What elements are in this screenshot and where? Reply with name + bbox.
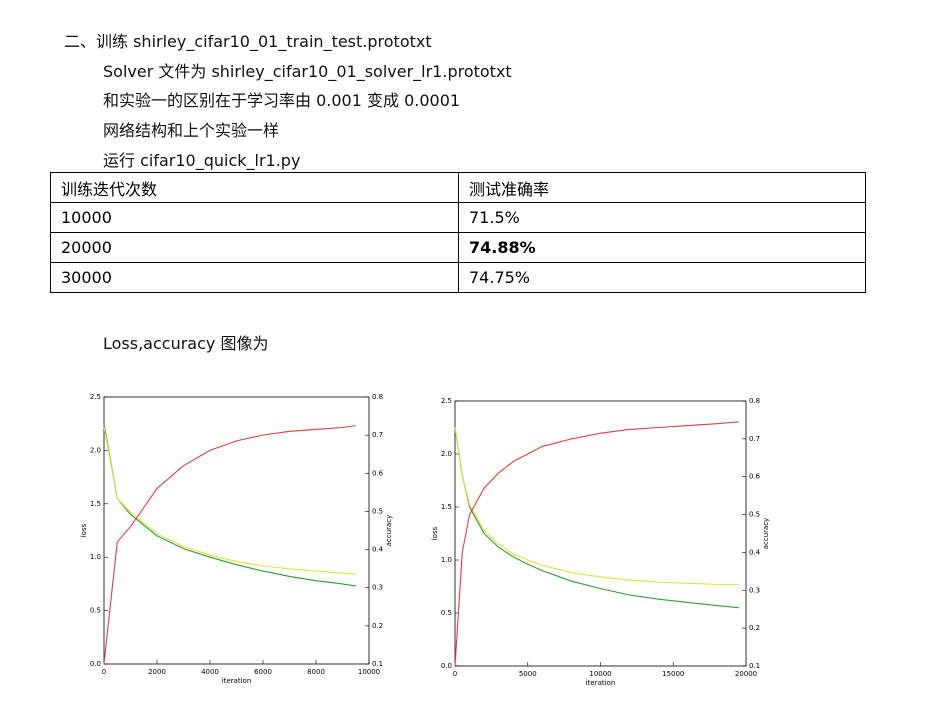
header-cell: 测试准确率 <box>458 172 866 203</box>
series-line <box>454 421 739 667</box>
y-tick-label: 1.5 <box>90 500 101 508</box>
y-tick-label: 1.0 <box>90 553 101 561</box>
series-line <box>103 423 356 587</box>
cell: 20000 <box>50 232 459 263</box>
text-line: 网络结构和上个实验一样 <box>103 121 280 140</box>
x-tick-label: 10000 <box>358 668 380 676</box>
series-line <box>103 425 356 665</box>
cell: 74.75% <box>458 262 866 293</box>
y-axis-label: loss <box>80 523 88 537</box>
y2-tick-label: 0.6 <box>372 469 384 477</box>
x-tick-label: 15000 <box>662 670 684 678</box>
y2-tick-label: 0.5 <box>749 511 760 519</box>
y2-tick-label: 0.8 <box>372 393 383 401</box>
x-tick-label: 10000 <box>589 670 611 678</box>
x-tick-label: 8000 <box>307 668 325 676</box>
y2-tick-label: 0.1 <box>372 660 383 668</box>
y2-tick-label: 0.1 <box>749 662 760 670</box>
series-line <box>103 426 356 575</box>
y2-tick-label: 0.4 <box>749 548 761 556</box>
y2-tick-label: 0.2 <box>749 624 760 632</box>
y-tick-label: 2.0 <box>90 446 101 454</box>
y-tick-label: 0.5 <box>441 609 452 617</box>
cell: 71.5% <box>458 202 866 233</box>
y-tick-label: 2.5 <box>441 397 452 405</box>
y2-tick-label: 0.2 <box>372 622 383 630</box>
y2-tick-label: 0.4 <box>372 546 384 554</box>
y2-tick-label: 0.7 <box>372 431 383 439</box>
y2-tick-label: 0.3 <box>372 584 383 592</box>
heading: 二、训练 shirley_cifar10_01_train_test.proto… <box>64 32 432 51</box>
x-tick-label: 2000 <box>148 668 166 676</box>
y2-axis-label: accuracy <box>385 515 393 547</box>
series-line <box>454 427 739 609</box>
y2-tick-label: 0.8 <box>749 397 760 405</box>
y-axis-label: loss <box>431 526 439 540</box>
header-cell: 训练迭代次数 <box>50 172 459 203</box>
x-axis-label: iteration <box>586 679 616 687</box>
series-line <box>454 427 739 585</box>
results-table: 训练迭代次数 测试准确率 10000 71.5% 20000 74.88% 30000… <box>50 172 866 293</box>
plot-frame <box>454 400 747 667</box>
y-tick-label: 0.0 <box>441 662 452 670</box>
x-tick-label: 5000 <box>519 670 537 678</box>
x-axis-label: iteration <box>222 677 252 685</box>
text-line: Solver 文件为 shirley_cifar10_01_solver_lr1… <box>103 62 512 81</box>
x-tick-label: 6000 <box>254 668 272 676</box>
text-line: 和实验一的区别在于学习率由 0.001 变成 0.0001 <box>103 91 461 110</box>
y2-tick-label: 0.6 <box>749 473 761 481</box>
cell: 30000 <box>50 262 459 293</box>
y2-tick-label: 0.7 <box>749 435 760 443</box>
y-tick-label: 1.5 <box>441 503 452 511</box>
y-tick-label: 0.0 <box>90 660 101 668</box>
y-tick-label: 0.5 <box>90 607 101 615</box>
y2-tick-label: 0.5 <box>372 507 383 515</box>
y-tick-label: 1.0 <box>441 556 452 564</box>
y-tick-label: 2.5 <box>90 393 101 401</box>
caption: Loss,accuracy 图像为 <box>103 334 269 353</box>
text-line: 运行 cifar10_quick_lr1.py <box>103 151 301 170</box>
plot-frame <box>103 396 370 665</box>
x-tick-label: 0 <box>102 668 106 676</box>
y2-tick-label: 0.3 <box>749 586 760 594</box>
x-tick-label: 20000 <box>735 670 757 678</box>
x-tick-label: 4000 <box>201 668 219 676</box>
y2-axis-label: accuracy <box>762 518 770 550</box>
x-tick-label: 0 <box>453 670 457 678</box>
y-tick-label: 2.0 <box>441 450 452 458</box>
